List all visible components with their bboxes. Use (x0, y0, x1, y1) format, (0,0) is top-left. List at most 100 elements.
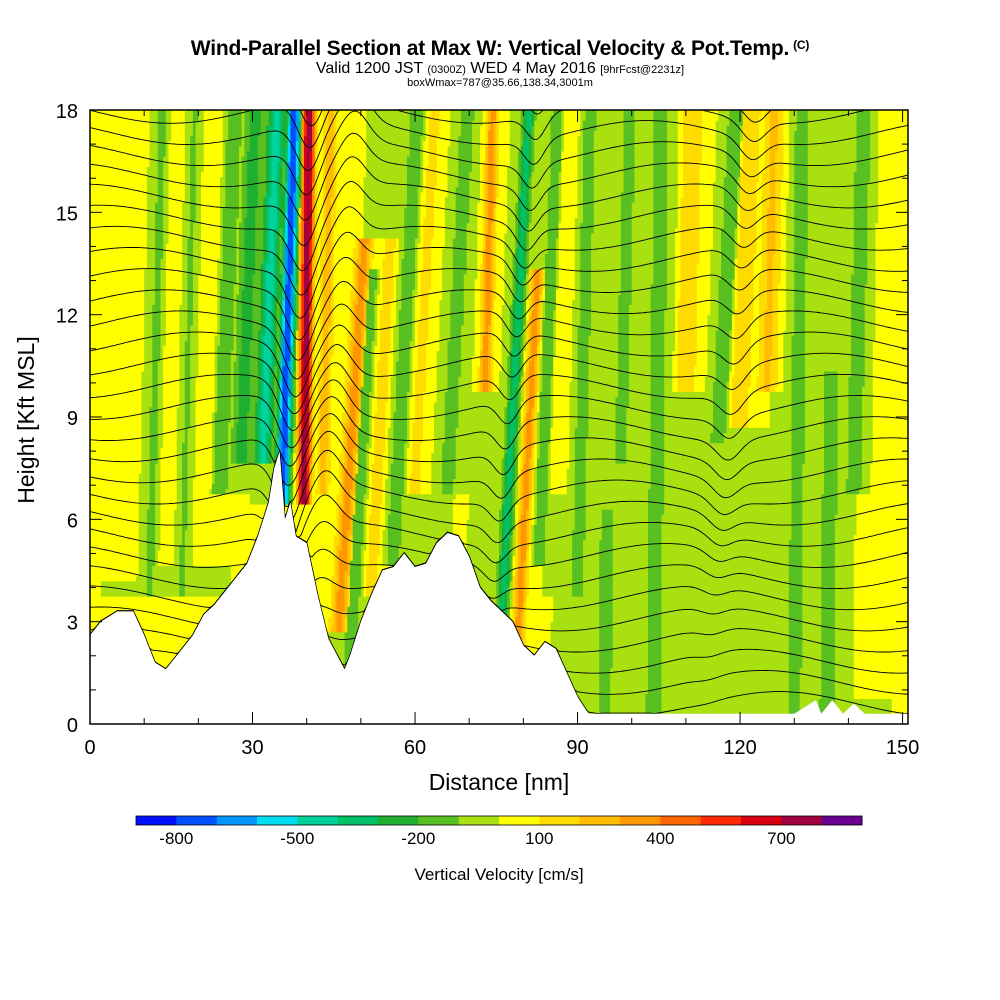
w-cell (444, 391, 449, 495)
w-cell (268, 125, 273, 198)
w-cell (190, 135, 194, 326)
w-cell (152, 110, 156, 306)
w-cell (309, 110, 313, 152)
w-cell (225, 493, 229, 566)
w-cell (336, 631, 340, 669)
w-cell (572, 110, 576, 300)
w-cell (390, 463, 394, 566)
w-cell (821, 110, 825, 495)
w-cell (463, 110, 468, 275)
w-cell (341, 509, 346, 613)
w-cell (566, 468, 571, 720)
w-cell (444, 110, 449, 198)
w-cell (249, 463, 254, 505)
w-cell (528, 222, 533, 270)
w-cell (477, 110, 481, 203)
w-cell (163, 156, 167, 346)
w-cell (677, 391, 682, 720)
w-cell (534, 355, 538, 398)
w-cell (783, 110, 787, 331)
w-cell (536, 110, 541, 270)
w-cell (352, 299, 357, 346)
w-cell (301, 263, 305, 341)
pot-temp-contours (90, 110, 908, 715)
w-cell (217, 110, 221, 259)
w-cell (564, 493, 568, 720)
w-cell (536, 304, 541, 346)
w-cell (756, 181, 760, 377)
w-cell (572, 529, 576, 597)
w-cell (539, 110, 543, 270)
w-cell (461, 110, 465, 326)
w-cell (160, 258, 164, 449)
w-cell (130, 580, 134, 597)
w-cell (715, 120, 719, 331)
w-cell (146, 509, 151, 597)
w-cell (268, 110, 273, 126)
w-cell (182, 442, 186, 597)
w-cell (447, 110, 451, 147)
w-cell (482, 110, 487, 162)
w-cell (420, 442, 424, 495)
w-cell (206, 565, 210, 597)
w-cell (306, 442, 310, 505)
w-cell (192, 478, 197, 566)
w-cell (715, 110, 719, 121)
w-cell (260, 330, 264, 403)
w-cell (157, 360, 162, 551)
w-cell (493, 207, 497, 300)
w-cell (618, 294, 622, 464)
w-cell (350, 386, 354, 490)
w-cell (683, 110, 687, 393)
w-cell (347, 381, 351, 428)
w-cell (547, 110, 552, 188)
w-cell (507, 585, 511, 633)
w-cell (184, 529, 189, 597)
w-cell (146, 166, 151, 510)
w-cell (217, 345, 221, 495)
w-cell (788, 539, 793, 720)
w-cell (539, 355, 543, 393)
w-cell (176, 406, 180, 597)
w-cell (236, 463, 240, 495)
w-cell (704, 110, 709, 377)
theta-contour (90, 324, 908, 398)
w-cell (786, 196, 790, 720)
colorbar-frame (135, 815, 863, 826)
w-cell (317, 360, 321, 495)
w-cell (279, 110, 283, 167)
w-cell (650, 110, 654, 285)
w-cell (125, 580, 129, 597)
w-cell (864, 110, 868, 285)
w-cell (520, 611, 524, 648)
w-cell (314, 493, 319, 633)
w-cell (753, 110, 757, 254)
w-cell (279, 227, 283, 275)
w-cell (339, 550, 343, 633)
w-cell (344, 616, 348, 633)
w-cell (257, 110, 262, 137)
w-cell (412, 110, 416, 290)
w-cell (366, 289, 370, 300)
w-cell (759, 273, 763, 393)
w-cell (515, 294, 519, 387)
w-cell (585, 110, 589, 439)
w-cell (463, 273, 468, 495)
w-cell (702, 391, 706, 720)
w-cell (263, 463, 267, 505)
w-cell (322, 493, 327, 633)
w-cell (247, 110, 251, 152)
colorbar-swatch (539, 816, 581, 825)
w-cell (293, 427, 297, 454)
w-cell (515, 386, 519, 433)
w-cell (382, 258, 386, 454)
w-cell (255, 401, 259, 464)
w-cell (415, 237, 419, 295)
w-cell (271, 432, 275, 464)
w-cell (886, 698, 890, 720)
w-cell (531, 565, 535, 724)
w-cell (512, 529, 516, 556)
w-cell (390, 110, 394, 239)
w-cell (190, 110, 194, 137)
w-cell (447, 493, 451, 566)
